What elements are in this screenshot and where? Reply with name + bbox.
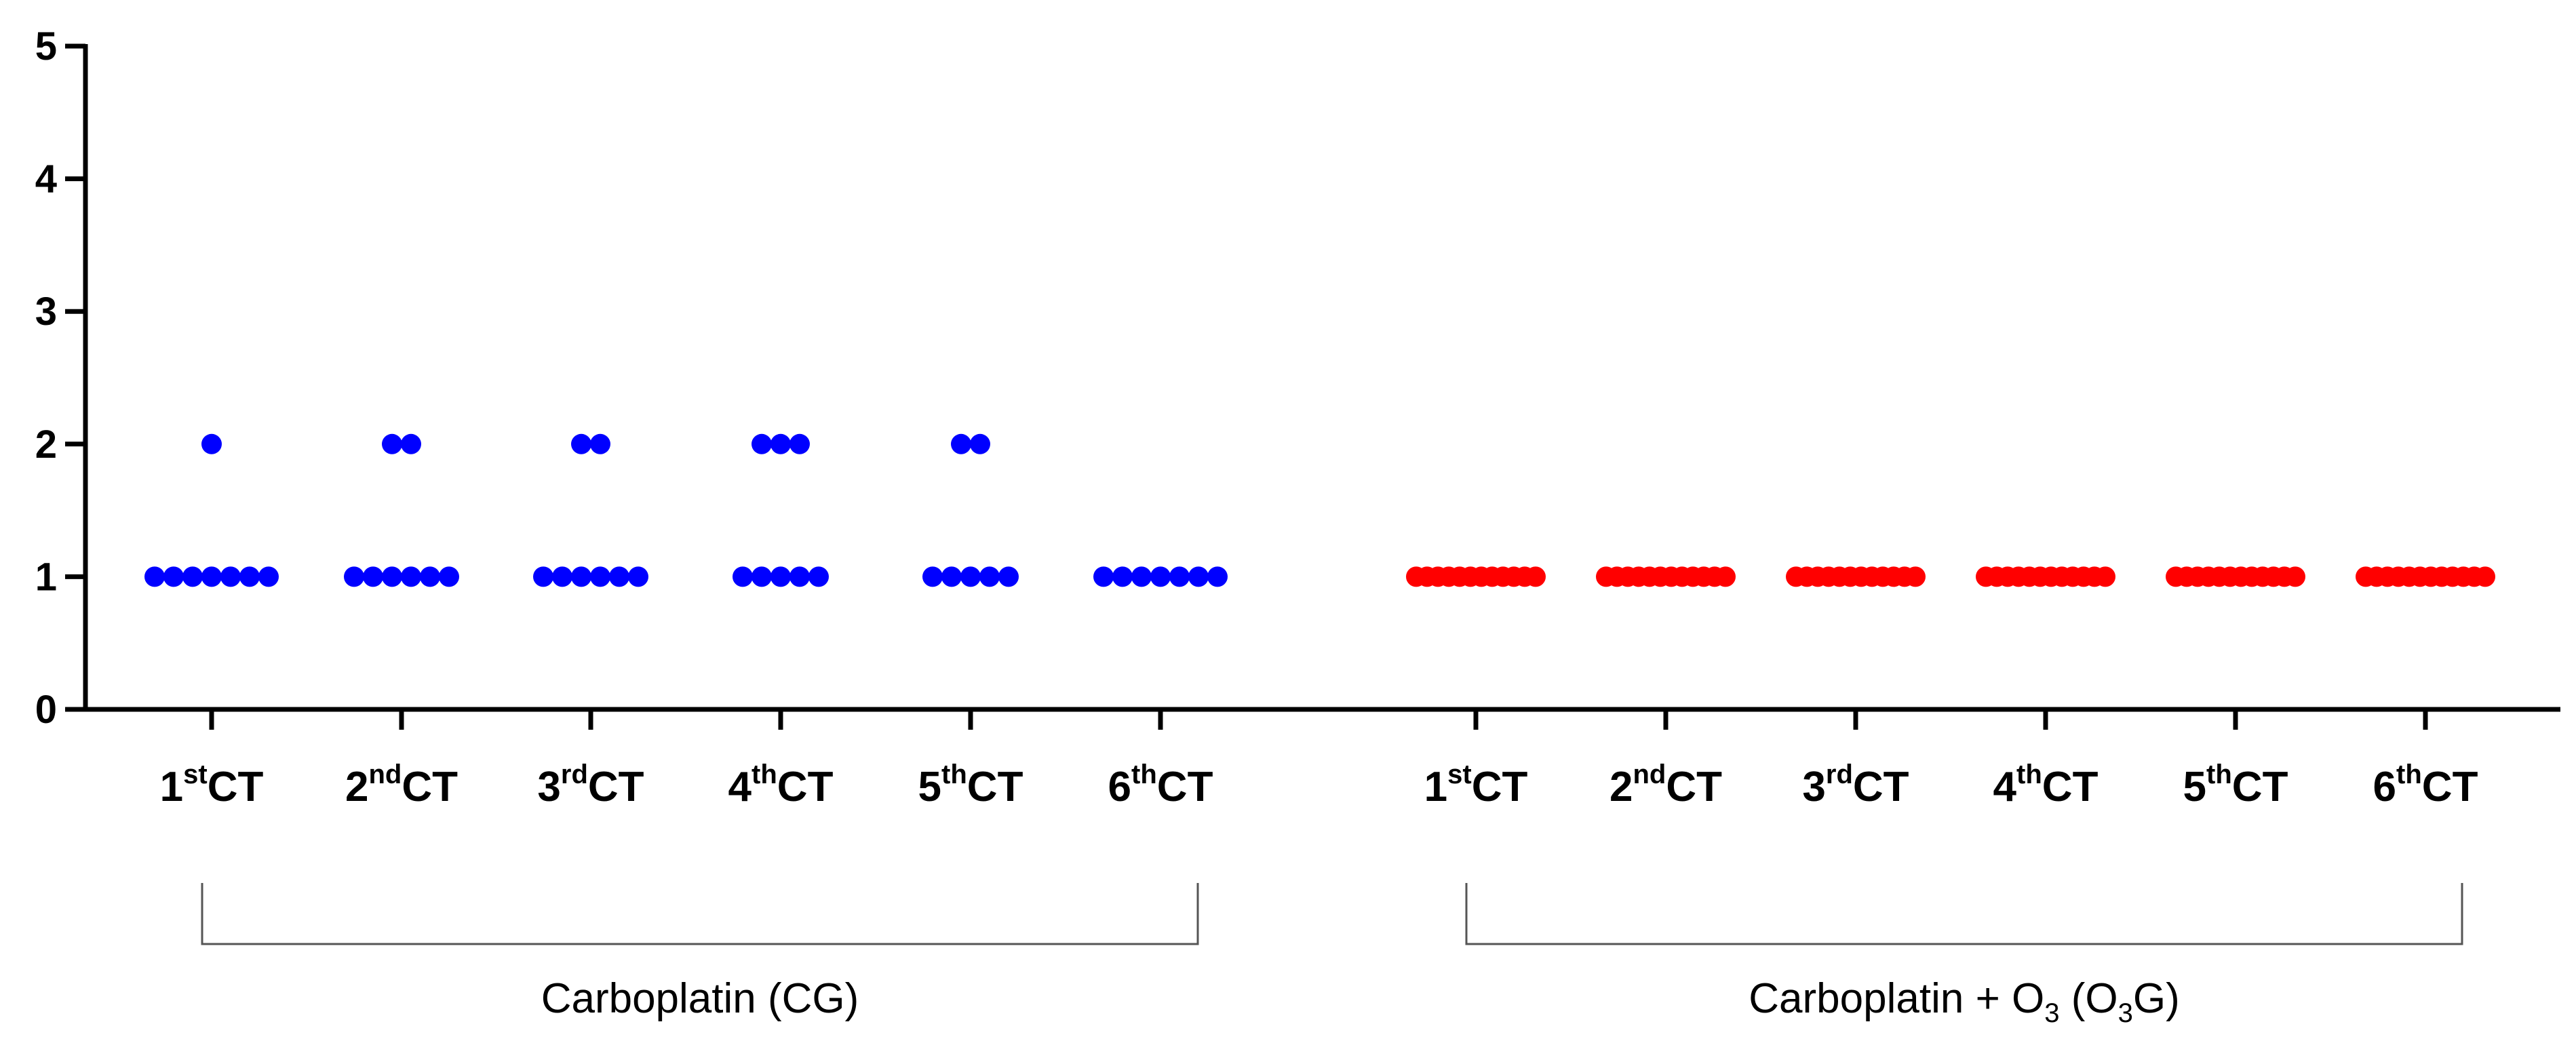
group-bracket (201, 883, 1199, 945)
y-tick-label: 4 (35, 157, 57, 201)
data-point-cg (420, 566, 440, 587)
data-point-cg (590, 433, 610, 454)
group-label-o3g: Carboplatin + O3 (O3G) (1749, 975, 2179, 1028)
axes: 0 1 2 3 4 5 (35, 24, 2560, 732)
y-tick-label: 1 (35, 555, 57, 599)
data-point-o3g (1905, 566, 1926, 587)
data-point-cg (752, 433, 772, 454)
y-tick-label: 0 (35, 688, 57, 732)
data-point-cg (770, 433, 791, 454)
data-point-cg (552, 566, 572, 587)
data-point-cg (789, 433, 810, 454)
data-point-cg (201, 433, 222, 454)
data-point-cg (1093, 566, 1114, 587)
data-point-cg (970, 433, 990, 454)
data-point-cg (533, 566, 553, 587)
data-point-cg (401, 433, 421, 454)
data-point-cg (1207, 566, 1228, 587)
group-label-cg: Carboplatin (CG) (541, 975, 859, 1022)
data-point-o3g (2475, 566, 2495, 587)
data-point-cg (960, 566, 981, 587)
data-point-cg (363, 566, 383, 587)
data-point-o3g (2285, 566, 2305, 587)
data-point-cg (922, 566, 943, 587)
data-point-cg (628, 566, 648, 587)
data-point-cg (201, 566, 222, 587)
x-category-label: 5thCT (918, 760, 1023, 810)
data-point-cg (590, 566, 610, 587)
x-category-label: 2ndCT (345, 760, 458, 810)
data-point-cg (752, 566, 772, 587)
group-bracket (1465, 883, 2463, 945)
category-labels: 1stCT 2ndCT 3rdCT 4thCT 5thCT 6thCT 1stCT 2ndCT… (160, 760, 2478, 810)
data-point-cg (1188, 566, 1209, 587)
data-point-cg (808, 566, 829, 587)
data-point-o3g (2095, 566, 2115, 587)
data-point-cg (789, 566, 810, 587)
data-point-o3g (1715, 566, 1736, 587)
data-point-cg (1131, 566, 1152, 587)
data-point-cg (571, 433, 591, 454)
data-point-cg (382, 433, 402, 454)
data-point-cg (220, 566, 241, 587)
x-category-label: 6thCT (2373, 760, 2478, 810)
data-point-cg (1150, 566, 1171, 587)
data-point-cg (1169, 566, 1190, 587)
data-point-cg (951, 433, 971, 454)
data-point-cg (239, 566, 260, 587)
data-points (144, 433, 2495, 587)
x-category-label: 1stCT (160, 760, 264, 810)
x-category-label: 2ndCT (1609, 760, 1722, 810)
data-point-cg (770, 566, 791, 587)
data-point-cg (258, 566, 279, 587)
y-tick-label: 5 (35, 24, 57, 68)
data-point-cg (344, 566, 364, 587)
y-tick-label: 3 (35, 290, 57, 334)
data-point-cg (979, 566, 1000, 587)
data-point-cg (609, 566, 629, 587)
x-category-label: 6thCT (1108, 760, 1213, 810)
group-brackets: Carboplatin (CG) Carboplatin + O3 (O3G) (201, 883, 2463, 1028)
data-point-cg (571, 566, 591, 587)
data-point-cg (401, 566, 421, 587)
data-point-cg (941, 566, 962, 587)
data-point-cg (998, 566, 1019, 587)
y-tick-label: 2 (35, 423, 57, 467)
data-point-cg (733, 566, 753, 587)
x-category-label: 4thCT (728, 760, 834, 810)
x-category-label: 3rdCT (537, 760, 644, 810)
data-point-o3g (1525, 566, 1546, 587)
data-point-cg (439, 566, 459, 587)
x-category-label: 3rdCT (1802, 760, 1909, 810)
data-point-cg (144, 566, 165, 587)
data-point-cg (382, 566, 402, 587)
data-point-cg (182, 566, 203, 587)
x-category-label: 1stCT (1424, 760, 1528, 810)
data-point-cg (1112, 566, 1133, 587)
data-point-cg (163, 566, 184, 587)
x-category-label: 5thCT (2183, 760, 2288, 810)
x-category-label: 4thCT (1993, 760, 2099, 810)
